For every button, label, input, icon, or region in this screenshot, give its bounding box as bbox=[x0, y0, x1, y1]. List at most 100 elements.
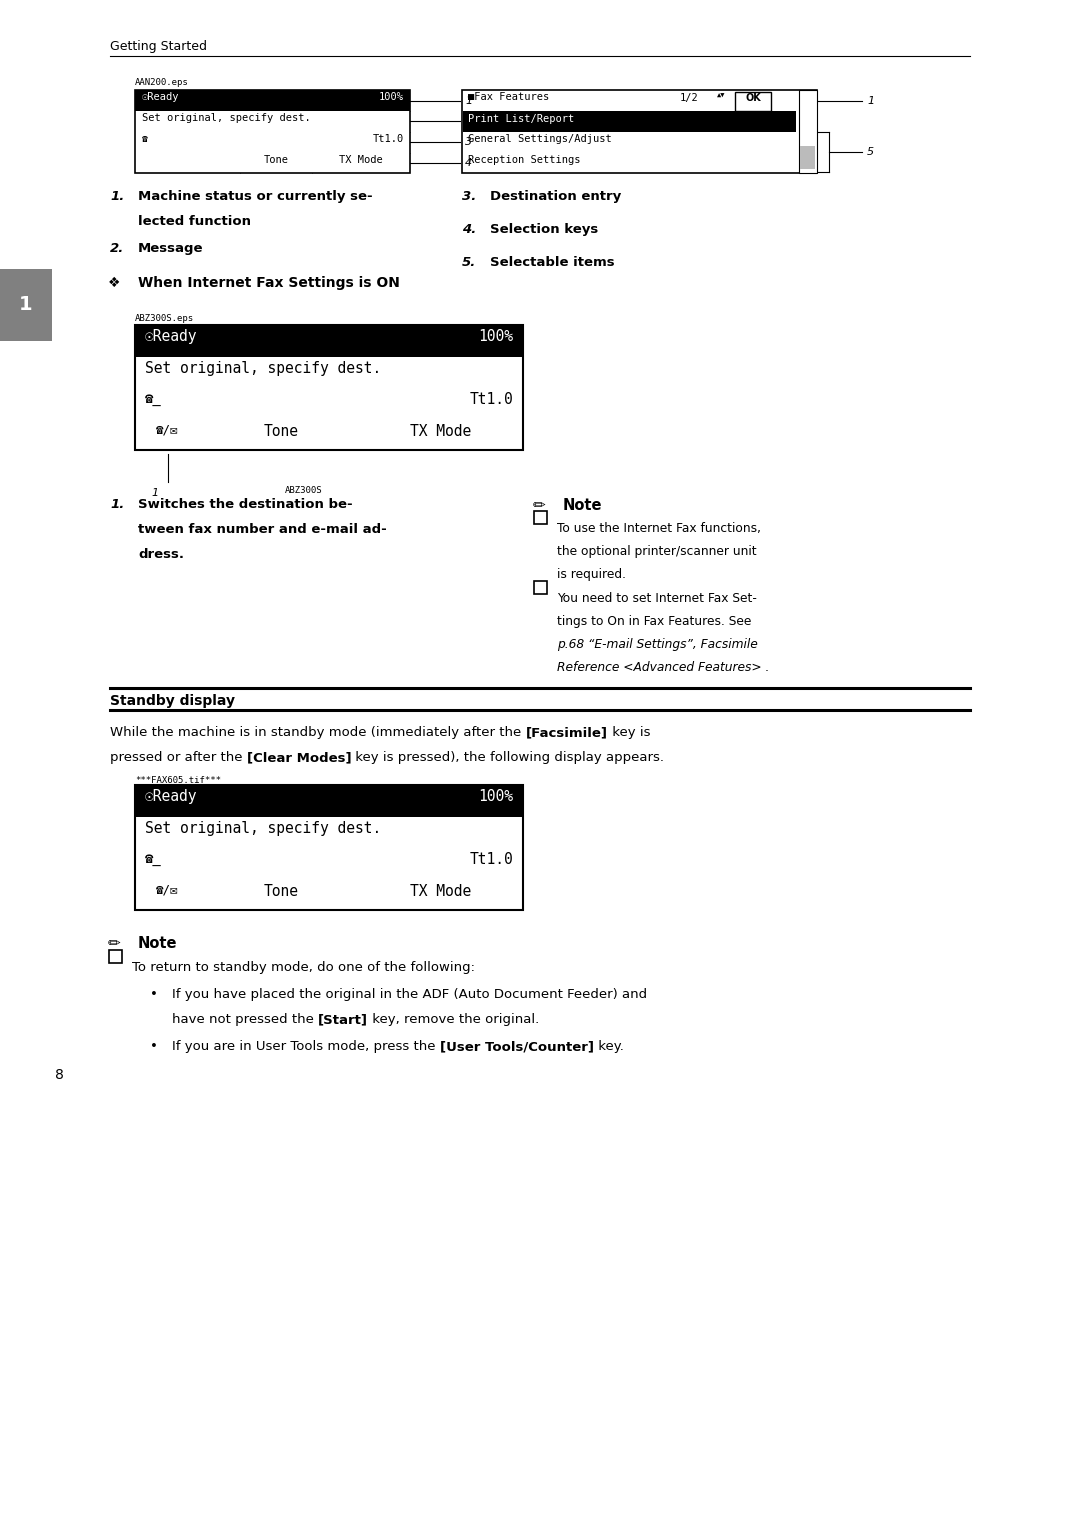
Text: tween fax number and e-mail ad-: tween fax number and e-mail ad- bbox=[138, 523, 387, 536]
Bar bbox=[462, 90, 816, 173]
Text: key.: key. bbox=[594, 1041, 623, 1053]
Text: If you are in User Tools mode, press the: If you are in User Tools mode, press the bbox=[172, 1041, 440, 1053]
Text: •: • bbox=[150, 989, 158, 1001]
Text: Reception Settings: Reception Settings bbox=[468, 154, 581, 165]
Text: Message: Message bbox=[138, 241, 203, 255]
Text: Tone: Tone bbox=[264, 423, 299, 439]
Text: Destination entry: Destination entry bbox=[490, 189, 621, 203]
Text: General Settings/Adjust: General Settings/Adjust bbox=[468, 134, 611, 145]
Bar bbox=[135, 325, 523, 356]
Text: key, remove the original.: key, remove the original. bbox=[368, 1013, 539, 1025]
Text: 4.: 4. bbox=[462, 223, 476, 235]
Text: key is: key is bbox=[608, 726, 650, 740]
Text: Machine status or currently se-: Machine status or currently se- bbox=[138, 189, 373, 203]
Text: •: • bbox=[150, 1041, 158, 1053]
Text: dress.: dress. bbox=[138, 549, 184, 561]
Bar bbox=[135, 325, 523, 451]
Text: pressed or after the: pressed or after the bbox=[110, 750, 246, 764]
Text: ☎_: ☎_ bbox=[145, 393, 162, 406]
Text: p.68 “E-mail Settings”, Facsimile: p.68 “E-mail Settings”, Facsimile bbox=[557, 639, 758, 651]
Bar bbox=[135, 90, 410, 173]
Text: Set original, specify dest.: Set original, specify dest. bbox=[141, 113, 311, 124]
Text: 100%: 100% bbox=[478, 329, 513, 344]
Text: 8: 8 bbox=[55, 1068, 64, 1082]
Text: 1: 1 bbox=[151, 487, 159, 498]
Bar bbox=[800, 145, 815, 170]
Bar bbox=[463, 112, 796, 131]
Text: ☎/✉: ☎/✉ bbox=[157, 423, 179, 437]
Text: 5.: 5. bbox=[462, 257, 476, 269]
Text: is required.: is required. bbox=[557, 568, 626, 581]
Text: ✏: ✏ bbox=[108, 937, 121, 950]
Bar bbox=[799, 90, 816, 173]
Text: Set original, specify dest.: Set original, specify dest. bbox=[145, 821, 381, 836]
Bar bbox=[135, 90, 410, 112]
Text: TX Mode: TX Mode bbox=[410, 883, 472, 898]
Text: When Internet Fax Settings is ON: When Internet Fax Settings is ON bbox=[138, 277, 400, 290]
Text: Tt1.0: Tt1.0 bbox=[469, 853, 513, 866]
Bar bbox=[135, 785, 523, 816]
Text: [User Tools/Counter]: [User Tools/Counter] bbox=[440, 1041, 594, 1053]
Text: Standby display: Standby display bbox=[110, 694, 235, 707]
Text: AAN200.eps: AAN200.eps bbox=[135, 78, 189, 87]
Text: 3.: 3. bbox=[462, 189, 476, 203]
Text: Note: Note bbox=[138, 937, 177, 950]
Text: 1: 1 bbox=[19, 295, 32, 315]
Text: 1.: 1. bbox=[110, 498, 124, 510]
Text: Tone: Tone bbox=[264, 154, 288, 165]
Text: 1: 1 bbox=[465, 95, 472, 105]
Text: ✏: ✏ bbox=[534, 498, 545, 513]
Bar bbox=[109, 950, 122, 963]
Text: Switches the destination be-: Switches the destination be- bbox=[138, 498, 353, 510]
Text: To use the Internet Fax functions,: To use the Internet Fax functions, bbox=[557, 523, 761, 535]
Text: Tt1.0: Tt1.0 bbox=[373, 134, 404, 145]
Text: [Facsimile]: [Facsimile] bbox=[526, 726, 608, 740]
Text: ☎: ☎ bbox=[141, 134, 148, 145]
Text: ■Fax Features: ■Fax Features bbox=[468, 93, 550, 102]
Text: 1.: 1. bbox=[110, 189, 124, 203]
Bar bbox=[135, 785, 523, 911]
Bar bbox=[0, 269, 52, 341]
Text: Selectable items: Selectable items bbox=[490, 257, 615, 269]
Text: ❖: ❖ bbox=[108, 277, 121, 290]
Text: ☉Ready: ☉Ready bbox=[145, 329, 198, 344]
Text: ▲▼: ▲▼ bbox=[717, 93, 726, 98]
Text: have not pressed the: have not pressed the bbox=[172, 1013, 319, 1025]
Text: If you have placed the original in the ADF (Auto Document Feeder) and: If you have placed the original in the A… bbox=[172, 989, 647, 1001]
Text: [Start]: [Start] bbox=[319, 1013, 368, 1025]
Bar bbox=[534, 581, 546, 594]
Text: 1: 1 bbox=[867, 95, 874, 105]
Text: 2: 2 bbox=[465, 116, 472, 127]
Text: ABZ300S.eps: ABZ300S.eps bbox=[135, 313, 194, 322]
Text: ☎_: ☎_ bbox=[145, 853, 162, 866]
Text: lected function: lected function bbox=[138, 215, 251, 228]
Text: OK: OK bbox=[745, 93, 761, 102]
Text: ABZ300S: ABZ300S bbox=[285, 486, 323, 495]
Text: ☉Ready: ☉Ready bbox=[145, 788, 198, 804]
Text: ***FAX605.tif***: ***FAX605.tif*** bbox=[135, 776, 221, 785]
Text: Tt1.0: Tt1.0 bbox=[469, 393, 513, 406]
Text: Reference <Advanced Features> .: Reference <Advanced Features> . bbox=[557, 662, 769, 674]
Text: 3: 3 bbox=[465, 138, 472, 147]
Text: To return to standby mode, do one of the following:: To return to standby mode, do one of the… bbox=[132, 961, 475, 973]
Text: Set original, specify dest.: Set original, specify dest. bbox=[145, 361, 381, 376]
Text: Print List/Report: Print List/Report bbox=[468, 113, 575, 124]
Text: Selection keys: Selection keys bbox=[490, 223, 598, 235]
Text: 100%: 100% bbox=[478, 788, 513, 804]
Bar bbox=[534, 510, 546, 524]
Text: 5: 5 bbox=[867, 147, 874, 157]
Text: 1/2: 1/2 bbox=[680, 93, 699, 102]
Text: ☎/✉: ☎/✉ bbox=[157, 883, 179, 897]
Text: TX Mode: TX Mode bbox=[339, 154, 383, 165]
Text: TX Mode: TX Mode bbox=[410, 423, 472, 439]
Text: You need to set Internet Fax Set-: You need to set Internet Fax Set- bbox=[557, 591, 757, 605]
Text: tings to On in Fax Features. See: tings to On in Fax Features. See bbox=[557, 614, 752, 628]
Text: ☉Ready: ☉Ready bbox=[141, 93, 179, 102]
Text: 100%: 100% bbox=[379, 93, 404, 102]
Bar bbox=[735, 92, 771, 110]
Text: Getting Started: Getting Started bbox=[110, 40, 207, 53]
Text: [Clear Modes]: [Clear Modes] bbox=[246, 750, 351, 764]
Text: While the machine is in standby mode (immediately after the: While the machine is in standby mode (im… bbox=[110, 726, 526, 740]
Text: the optional printer/scanner unit: the optional printer/scanner unit bbox=[557, 545, 757, 558]
Text: 4: 4 bbox=[465, 159, 472, 168]
